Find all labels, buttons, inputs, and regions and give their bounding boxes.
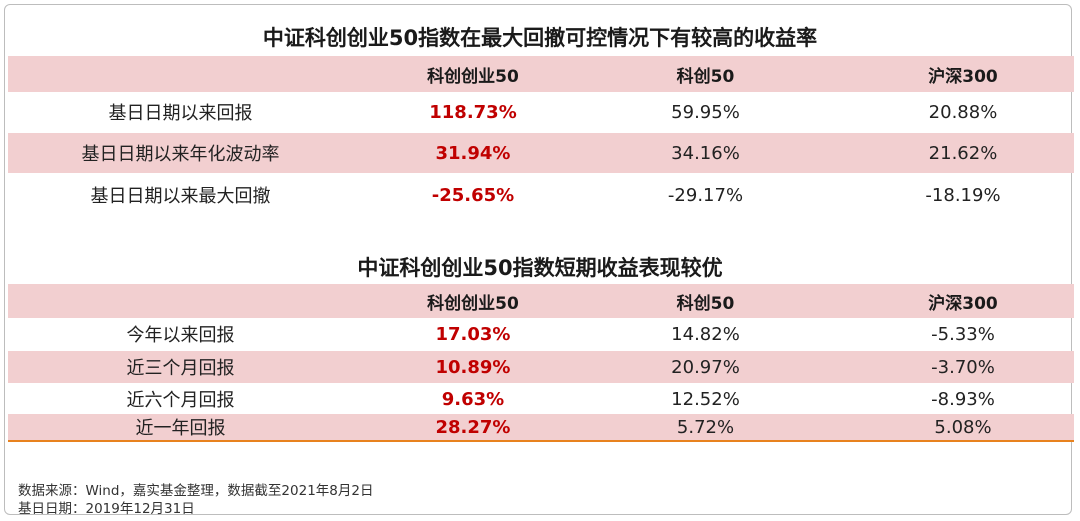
table1-header-hs300: 沪深300: [928, 66, 998, 87]
table-row: 基日日期以来年化波动率 31.94% 34.16% 21.62%: [8, 133, 1074, 173]
kcc50-value: 10.89%: [435, 356, 511, 378]
table2-header-blank: [8, 284, 353, 318]
row-label: 基日日期以来年化波动率: [81, 144, 280, 165]
hs300-value: 20.88%: [928, 101, 998, 123]
hs300-value: -18.19%: [925, 184, 1001, 206]
kc50-value: 34.16%: [671, 142, 740, 164]
row-label: 今年以来回报: [126, 325, 235, 346]
source-note: 数据来源：Wind，嘉实基金整理，数据截至2021年8月2日: [18, 483, 374, 499]
row-label: 近一年回报: [135, 418, 226, 439]
kcc50-value: 17.03%: [435, 323, 511, 345]
row-label: 基日日期以来最大回撤: [90, 186, 271, 207]
row-label: 基日日期以来回报: [108, 103, 253, 124]
base-date-note: 基日日期：2019年12月31日: [18, 501, 195, 517]
kc50-value: 20.97%: [671, 356, 740, 378]
table2-header-hs300: 沪深300: [928, 293, 998, 314]
kcc50-value: 28.27%: [435, 416, 511, 438]
table-row: 基日日期以来回报 118.73% 59.95% 20.88%: [8, 92, 1074, 132]
hs300-value: 21.62%: [928, 142, 998, 164]
table-row: 今年以来回报 17.03% 14.82% -5.33%: [8, 318, 1074, 350]
hs300-value: -3.70%: [931, 356, 995, 378]
kcc50-value: 31.94%: [435, 142, 511, 164]
hs300-value: -8.93%: [931, 388, 995, 410]
kcc50-value: 9.63%: [441, 388, 505, 410]
table1-header-row: 科创创业50 科创50 沪深300: [8, 56, 1074, 92]
kcc50-value: 118.73%: [429, 101, 517, 123]
table-row: 近三个月回报 10.89% 20.97% -3.70%: [8, 351, 1074, 383]
kc50-value: 12.52%: [671, 388, 740, 410]
table2-title: 中证科创创业50指数短期收益表现较优: [357, 256, 723, 280]
row-label: 近三个月回报: [126, 358, 235, 379]
table-row: 近六个月回报 9.63% 12.52% -8.93%: [8, 384, 1074, 414]
kc50-value: -29.17%: [667, 184, 744, 206]
table-row: 基日日期以来最大回撤 -25.65% -29.17% -18.19%: [8, 175, 1074, 215]
hs300-value: 5.08%: [934, 416, 992, 438]
table1-title: 中证科创创业50指数在最大回撤可控情况下有较高的收益率: [262, 26, 818, 50]
kc50-value: 14.82%: [671, 323, 740, 345]
table2-header-row: 科创创业50 科创50 沪深300: [8, 284, 1074, 318]
table1-header-kcc50: 科创创业50: [427, 66, 519, 87]
kcc50-value: -25.65%: [431, 184, 515, 206]
table-row: 近一年回报 28.27% 5.72% 5.08%: [8, 414, 1074, 440]
table-bottom-rule: [8, 440, 1074, 442]
row-label: 近六个月回报: [126, 390, 235, 411]
kc50-value: 59.95%: [671, 101, 740, 123]
table1-header-blank: [8, 56, 353, 92]
table1-header-kc50: 科创50: [676, 66, 735, 87]
card-frame: [4, 4, 1072, 515]
table2-header-kc50: 科创50: [676, 293, 735, 314]
kc50-value: 5.72%: [676, 416, 735, 438]
table2-header-kcc50: 科创创业50: [427, 293, 519, 314]
hs300-value: -5.33%: [931, 323, 995, 345]
